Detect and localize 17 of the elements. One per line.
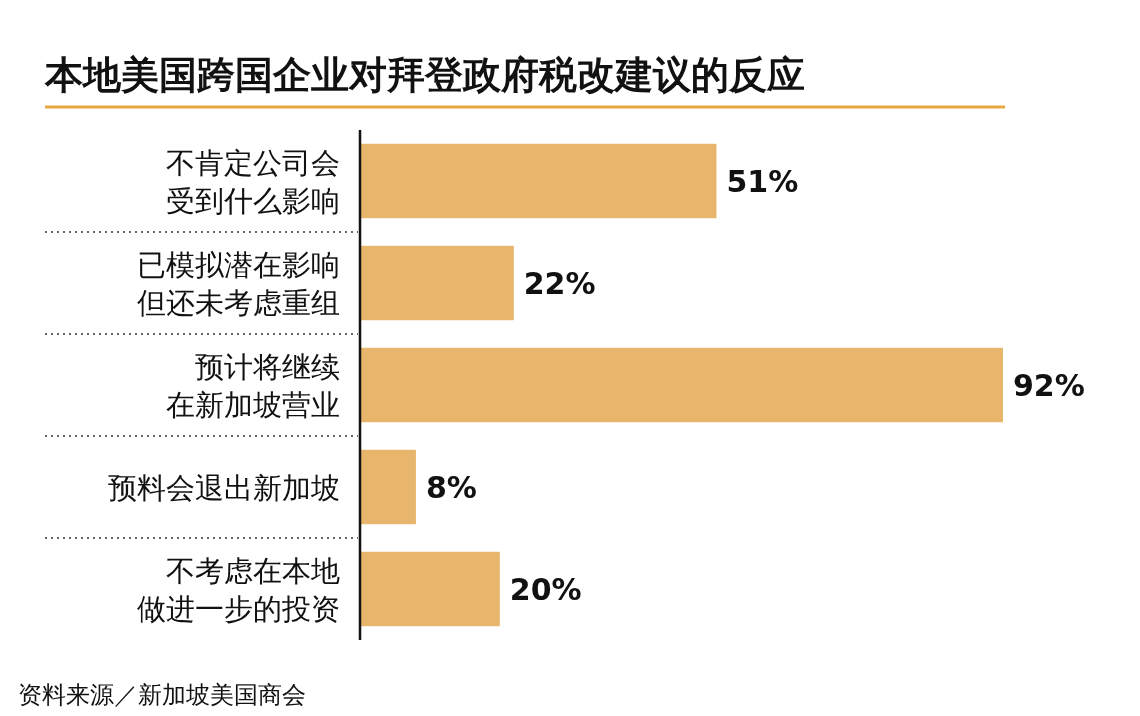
bar	[360, 551, 500, 627]
text: 资料来源／新加坡美国商会	[18, 681, 306, 709]
y-tick-label: 不肯定公司会受到什么影响	[166, 146, 340, 218]
bar	[360, 449, 416, 525]
data-label: 92%	[1013, 368, 1085, 403]
data-label: 8%	[425, 470, 477, 505]
chart-title: 本地美国跨国企业对拜登政府税改建议的反应	[44, 53, 805, 97]
bar	[360, 245, 514, 321]
bar	[360, 143, 717, 219]
y-tick-label: 预计将继续在新加坡营业	[166, 350, 340, 422]
data-label: 20%	[509, 572, 582, 607]
y-tick-label: 不考虑在本地做进一步的投资	[137, 554, 340, 626]
bar	[360, 347, 1003, 423]
data-label: 51%	[726, 164, 799, 199]
y-tick-label: 已模拟潜在影响但还未考虑重组	[137, 248, 340, 320]
y-tick-label: 预料会退出新加坡	[108, 471, 340, 505]
data-label: 22%	[523, 266, 596, 301]
